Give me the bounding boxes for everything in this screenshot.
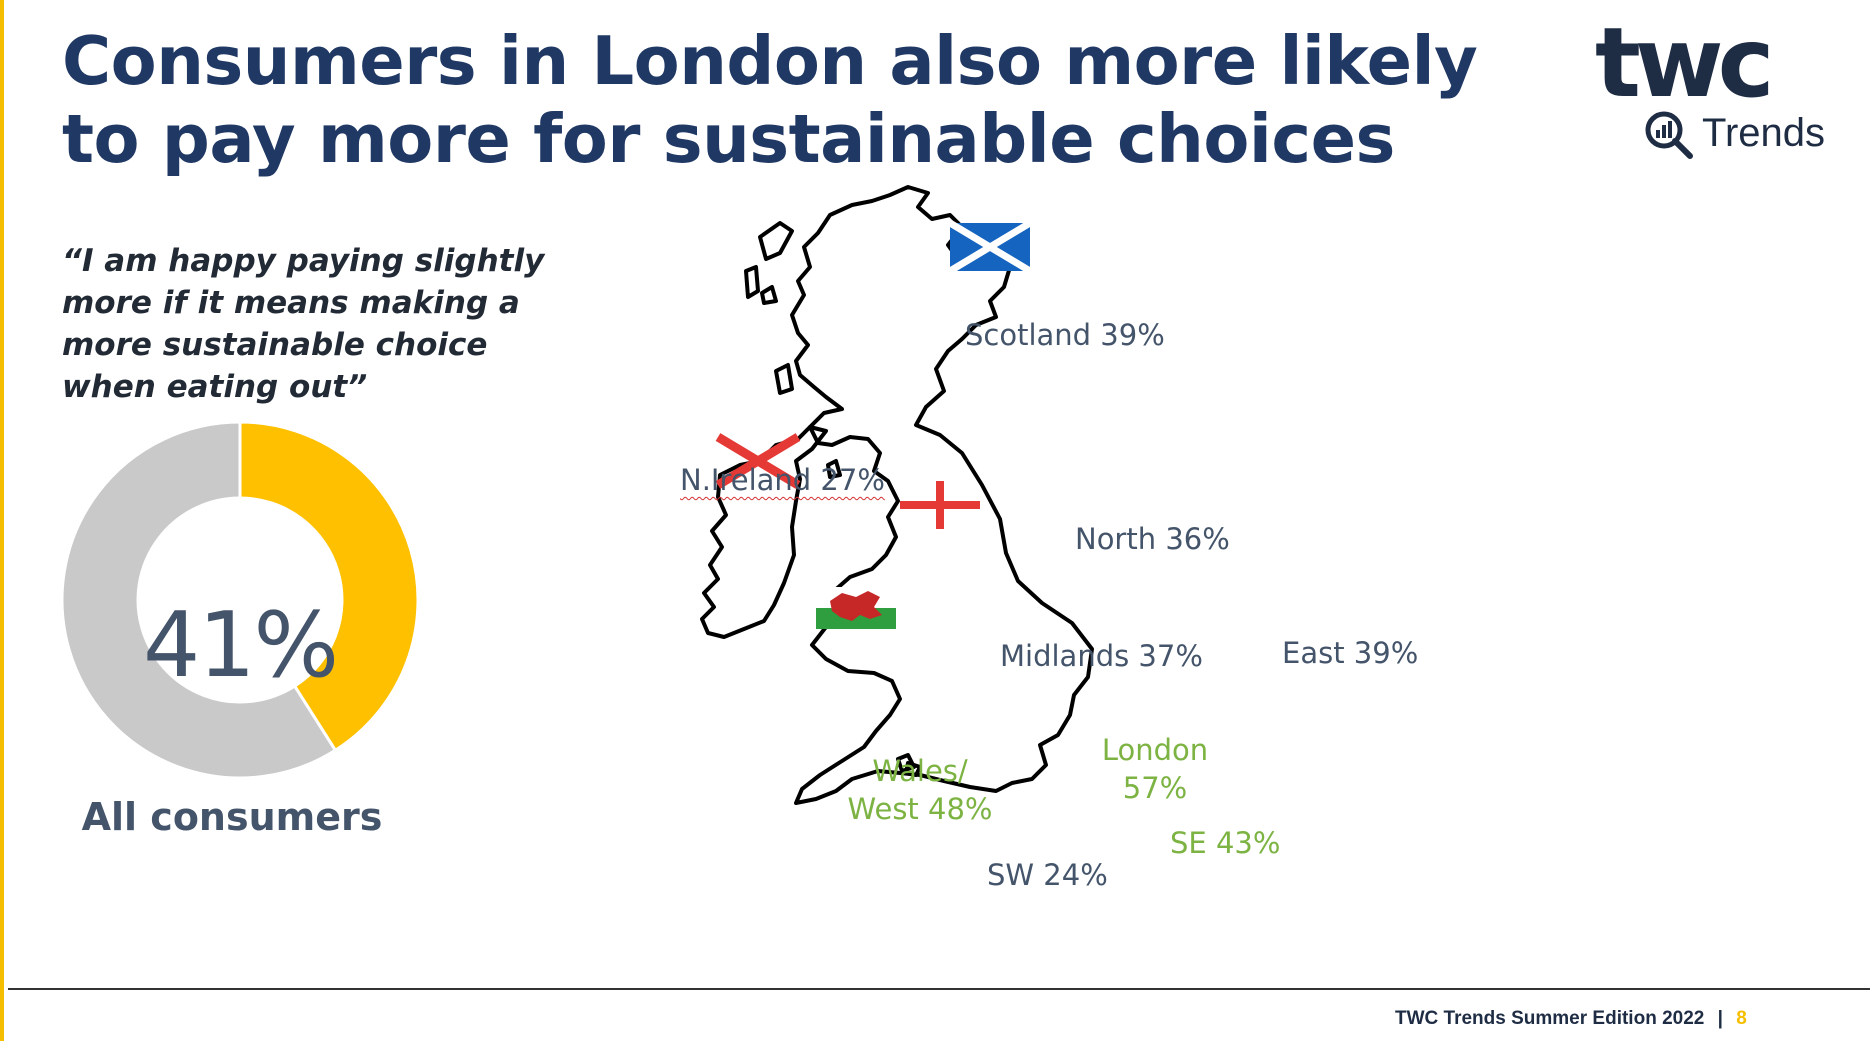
island-outline <box>760 285 778 305</box>
region-label-london: London 57% <box>1090 731 1220 807</box>
wales-flag-icon <box>816 587 896 629</box>
donut-slice-happy-to-pay-more <box>238 420 420 753</box>
uk-map <box>700 185 1094 805</box>
donut-caption: All consumers <box>81 795 383 839</box>
island-outline <box>774 363 794 395</box>
northern-ireland-flag-icon <box>715 433 801 489</box>
region-label-wales-west: Wales/ West 48% <box>830 752 1010 828</box>
region-label-london-line1: London <box>1101 733 1209 767</box>
great-britain-outline <box>790 185 1094 805</box>
region-label-wales-west-line2: West 48% <box>847 792 993 826</box>
island-outline <box>744 265 760 299</box>
footer-edition: TWC Trends Summer Edition 2022 <box>1395 1008 1705 1029</box>
logo-subtitle: Trends <box>1702 111 1826 155</box>
slide-title: Consumers in London also more likely to … <box>62 22 1478 178</box>
scotland-flag-icon <box>948 219 1032 275</box>
england-flag-icon <box>900 481 980 529</box>
island-outline <box>904 761 922 777</box>
donut-chart <box>60 420 420 780</box>
region-label-south-east: SE 43% <box>1170 826 1281 860</box>
region-label-scotland: Scotland 39% <box>965 318 1165 352</box>
twc-trends-logo: twc Trends <box>1590 8 1850 160</box>
ireland-outline <box>700 425 828 639</box>
footer-divider <box>8 988 1870 990</box>
region-label-north: North 36% <box>1075 522 1230 556</box>
region-label-london-line2: 57% <box>1122 771 1188 805</box>
magnifier-chart-icon <box>1645 111 1693 159</box>
region-label-midlands: Midlands 37% <box>1000 639 1203 673</box>
left-accent-rule <box>0 0 4 1041</box>
region-label-wales-west-line1: Wales/ <box>872 754 968 788</box>
region-label-south-west: SW 24% <box>987 858 1108 892</box>
donut-center-value: 41% <box>142 593 339 698</box>
region-label-northern-ireland: N.Ireland 27% <box>680 463 885 497</box>
survey-quote: “I am happy paying slightly more if it m… <box>62 243 545 405</box>
island-outline <box>758 221 794 261</box>
island-outline <box>826 459 842 479</box>
donut-slice-other <box>60 420 338 780</box>
logo-wordmark: twc <box>1595 7 1775 119</box>
page-number: 8 <box>1736 1008 1747 1029</box>
region-label-east: East 39% <box>1282 636 1419 670</box>
slide-footer: TWC Trends Summer Edition 2022 | 8 <box>1395 1008 1747 1030</box>
footer-separator: | <box>1717 1008 1723 1029</box>
